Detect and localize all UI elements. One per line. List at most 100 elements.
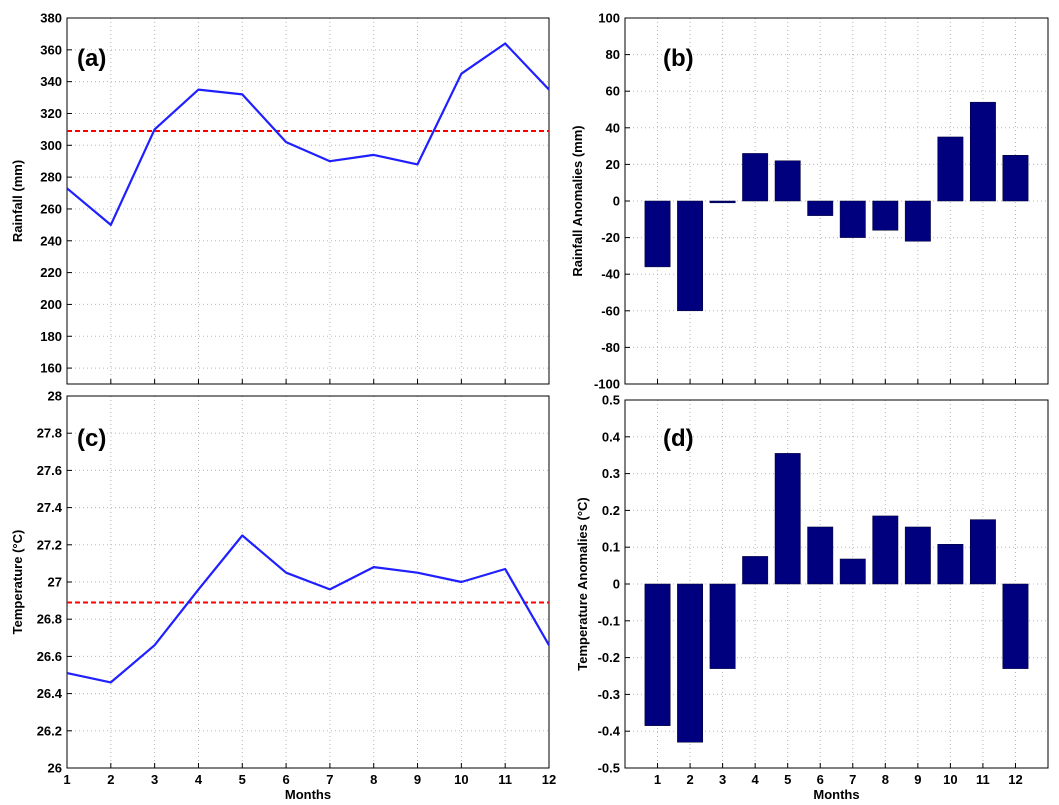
x-tick-label: 5 (239, 772, 246, 787)
bar (904, 526, 931, 585)
y-tick-label: 0 (613, 577, 620, 592)
y-tick-label: 60 (606, 84, 620, 99)
bar (644, 200, 671, 268)
y-tick-label: -0.3 (598, 687, 620, 702)
y-tick-label: 0.4 (602, 429, 621, 444)
x-tick-label: 12 (542, 772, 556, 787)
series-line (66, 534, 550, 684)
x-tick-label: 6 (817, 772, 824, 787)
y-tick-label: -20 (601, 230, 620, 245)
y-tick-label: -0.4 (598, 724, 621, 739)
y-axis-title: Rainfall (mm) (10, 160, 25, 242)
x-tick-label: 3 (151, 772, 158, 787)
y-tick-label: 0.3 (602, 466, 620, 481)
bar (969, 101, 996, 202)
y-tick-label: -80 (601, 340, 620, 355)
x-tick-label: 9 (414, 772, 421, 787)
y-tick-label: 26.8 (37, 612, 62, 627)
y-tick-label: 26.6 (37, 649, 62, 664)
y-tick-label: 100 (598, 11, 620, 26)
plot-frame (66, 17, 550, 385)
bar (742, 556, 769, 585)
bar (872, 200, 899, 231)
y-tick-label: 0 (613, 194, 620, 209)
bar (839, 558, 866, 585)
y-tick-label: 260 (40, 201, 62, 216)
y-tick-label: 27.2 (37, 537, 62, 552)
grid-lines (66, 17, 550, 384)
y-tick-label: 360 (40, 42, 62, 57)
y-tick-label: -40 (601, 267, 620, 282)
x-tick-label: 2 (686, 772, 693, 787)
x-axis-title: Months (813, 787, 859, 802)
y-tick-label: 180 (40, 329, 62, 344)
y-tick-label: 320 (40, 106, 62, 121)
y-tick-label: 0.5 (602, 393, 620, 408)
bar (937, 136, 964, 202)
y-tick-label: -100 (594, 377, 620, 392)
y-tick-label: 380 (40, 11, 62, 26)
bar (709, 583, 736, 669)
panel-label: (a) (77, 45, 106, 72)
x-tick-label: 8 (370, 772, 377, 787)
x-tick-label: 11 (976, 772, 990, 787)
y-tick-label: 26 (48, 761, 62, 776)
bar (872, 515, 899, 585)
x-tick-label: 1 (63, 772, 70, 787)
series-line (66, 42, 550, 226)
bar (839, 200, 866, 238)
x-tick-label: 4 (195, 772, 203, 787)
y-tick-label: -0.2 (598, 650, 620, 665)
panel-label: (b) (663, 45, 694, 72)
x-tick-label: 2 (107, 772, 114, 787)
x-tick-label: 7 (849, 772, 856, 787)
x-tick-label: 5 (784, 772, 791, 787)
y-tick-label: 26.2 (37, 723, 62, 738)
y-tick-label: -60 (601, 303, 620, 318)
rainfall-line-panel: 160 180 200 220 240 260 280 300 320 340 360 380 Rain… (10, 11, 550, 385)
y-axis-title: Temperature Anomalies (°C) (575, 497, 590, 671)
x-tick-label: 8 (882, 772, 889, 787)
x-tick-label: 9 (914, 772, 921, 787)
bar (904, 200, 931, 242)
y-tick-label: 340 (40, 74, 62, 89)
bar (644, 583, 671, 726)
y-tick-label: 220 (40, 265, 62, 280)
y-tick-label: 27.6 (37, 463, 62, 478)
y-tick-label: 27.4 (37, 500, 63, 515)
bar (742, 153, 769, 202)
x-axis-title: Months (285, 787, 331, 802)
bar (1002, 583, 1029, 669)
y-tick-label: 200 (40, 297, 62, 312)
y-tick-label: 26.4 (37, 686, 63, 701)
x-tick-label: 7 (326, 772, 333, 787)
y-axis-title: Rainfall Anomalies (mm) (570, 125, 585, 276)
x-tick-label: 12 (1008, 772, 1022, 787)
bar (677, 583, 704, 743)
y-tick-label: 300 (40, 138, 62, 153)
bar (937, 544, 964, 585)
temperature-line-panel: 26 26.2 26.4 26.6 26.8 27 27.2 27.4 27.6 27.8 2 8 1 2… (10, 389, 556, 803)
y-tick-label: -0.5 (598, 761, 620, 776)
temperature-anomaly-bar-panel: -0.5-0.4-0.3-0.2-0.100.10.20.30.40.51 2 3 4… (575, 393, 1049, 802)
panel-label: (d) (663, 425, 694, 452)
y-tick-label: 40 (606, 120, 620, 135)
y-tick-label: 27.8 (37, 426, 62, 441)
bar (1002, 155, 1029, 202)
rainfall-anomaly-bar-panel: -100 -80 -60 -40 -20 0 20 40 60 80 100 Rainfall Ano… (570, 11, 1049, 392)
bar (807, 526, 834, 585)
y-tick-label: 0.2 (602, 503, 620, 518)
x-tick-label: 10 (943, 772, 957, 787)
y-tick-label: 0.1 (602, 540, 620, 555)
y-tick-label: 280 (40, 170, 62, 185)
x-tick-label: 3 (719, 772, 726, 787)
x-tick-label: 4 (752, 772, 760, 787)
x-tick-label: 1 (654, 772, 661, 787)
y-tick-label: 20 (606, 157, 620, 172)
bar (709, 200, 736, 204)
bar (774, 453, 801, 585)
y-tick-label: -0.1 (598, 613, 620, 628)
y-tick-label: 80 (606, 47, 620, 62)
y-tick-label: 27 (48, 575, 62, 590)
